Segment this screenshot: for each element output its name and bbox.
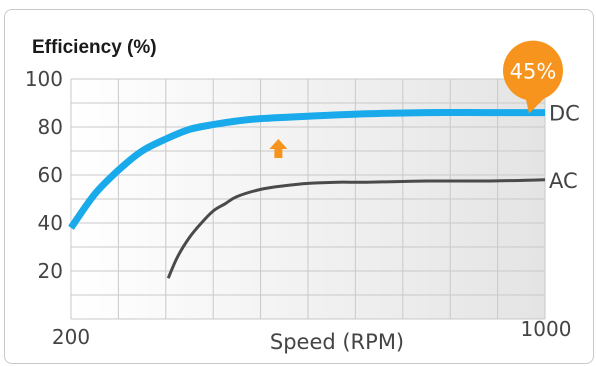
y-tick-label-20: 20 (38, 259, 63, 283)
x-axis-label: Speed (RPM) (270, 330, 404, 354)
y-tick-label-100: 100 (25, 67, 63, 91)
percentage-badge: 45% (503, 40, 563, 114)
x-tick-label-1000: 1000 (521, 317, 572, 341)
badge-text: 45% (510, 60, 557, 84)
y-tick-label-80: 80 (38, 115, 63, 139)
badge-circle (503, 40, 563, 101)
series-label-ac: AC (549, 169, 578, 193)
y-tick-label-40: 40 (38, 211, 63, 235)
series-label-dc: DC (549, 102, 580, 126)
up-arrow-icon (269, 139, 288, 158)
x-tick-label-200: 200 (52, 325, 90, 349)
chart-title: Efficiency (%) (32, 37, 157, 58)
y-tick-label-60: 60 (38, 163, 63, 187)
series-line-ac (166, 178, 546, 279)
series-line-dc (68, 109, 545, 230)
